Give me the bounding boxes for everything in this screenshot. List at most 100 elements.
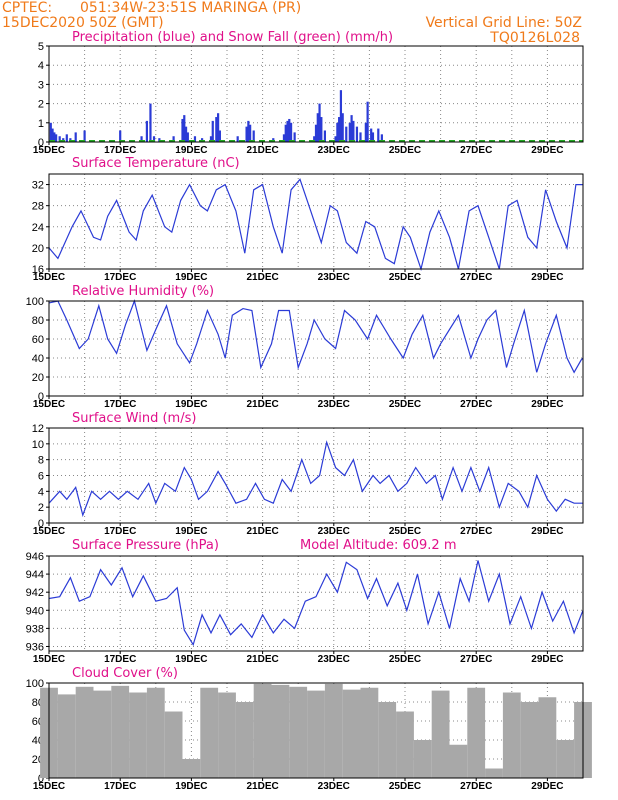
wind-ytick-label: 0 <box>38 518 44 530</box>
wind-xtick-label: 21DEC <box>246 526 278 537</box>
precip-bar <box>218 130 221 142</box>
precip-bar <box>364 122 367 142</box>
precip-bar <box>380 134 383 142</box>
wind-ytick-label: 6 <box>38 471 44 483</box>
cloud-bar <box>93 690 112 778</box>
cloud-bar <box>431 690 450 778</box>
pres-ytick-label: 942 <box>26 587 44 599</box>
panel-temp: 16 20 24 28 32 15DEC 17DEC 19DEC 21DEC 23DEC 25DEC… <box>32 156 584 283</box>
precip-bar <box>65 134 68 142</box>
precip-ytick-label: 1 <box>38 118 44 130</box>
pres-xtick-label: 29DEC <box>531 654 563 665</box>
precip-bar <box>339 90 343 142</box>
pres-xtick-label: 19DEC <box>175 654 207 665</box>
wind-ytick-label: 12 <box>32 423 44 435</box>
precip-bar <box>236 136 239 142</box>
cloud-frame <box>48 682 584 779</box>
rh-ytick-label: 100 <box>26 296 44 308</box>
temp-ytick-label: 20 <box>32 243 44 255</box>
cloud-ytick-label: 100 <box>26 678 44 690</box>
wind-frame <box>48 427 584 524</box>
wind-xtick-label: 29DEC <box>531 526 563 537</box>
cloud-xtick-label: 15DEC <box>33 781 65 792</box>
cloud-bar <box>235 702 254 778</box>
precip-title: Precipitation (blue) and Snow Fall (gree… <box>72 30 393 45</box>
precip-xtick-label: 25DEC <box>389 145 421 156</box>
cloud-xtick-label: 25DEC <box>389 781 421 792</box>
precip-bar <box>247 120 250 142</box>
precip-bar <box>193 136 197 142</box>
precip-bar <box>345 126 348 142</box>
temp-xtick-label: 23DEC <box>318 272 350 283</box>
rh-xtick-label: 19DEC <box>175 399 207 410</box>
panel-precip: 0 1 2 3 4 5 15DEC 17DEC 19DEC 21DEC 23DEC 25DEC 27DE… <box>33 30 584 156</box>
cloud-bar <box>520 702 539 778</box>
precip-bar <box>55 134 58 142</box>
pres-xtick-label: 21DEC <box>246 654 278 665</box>
wind-ytick-label: 8 <box>38 455 44 467</box>
precip-bar <box>355 126 359 142</box>
cloud-xtick-label: 23DEC <box>318 781 350 792</box>
rh-ytick-label: 60 <box>32 334 44 346</box>
rh-xtick-label: 15DEC <box>33 399 65 410</box>
precip-bar <box>370 128 373 142</box>
precip-bar <box>140 136 143 142</box>
cloud-bar <box>467 687 486 778</box>
cloud-bar <box>449 744 468 778</box>
precip-bar <box>51 128 54 142</box>
precip-bar <box>211 120 214 142</box>
header-source: CPTEC: <box>2 0 52 16</box>
rh-ytick-label: 80 <box>32 315 44 327</box>
wind-title: Surface Wind (m/s) <box>72 411 196 426</box>
rh-series-line <box>48 298 584 374</box>
header-date: 15DEC2020 50Z (GMT) <box>2 15 164 31</box>
precip-bar <box>249 124 252 142</box>
cloud-bar <box>129 692 147 778</box>
pres-ytick-label: 936 <box>26 641 44 653</box>
cloud-bar <box>57 694 76 778</box>
precip-ytick-label: 3 <box>38 79 44 91</box>
precip-frame <box>48 45 584 143</box>
pres-ytick-label: 940 <box>26 605 44 617</box>
wind-xtick-label: 15DEC <box>33 526 65 537</box>
precip-ytick-label: 0 <box>38 137 44 149</box>
precip-bar <box>215 117 218 142</box>
cloud-xtick-label: 27DEC <box>460 781 492 792</box>
temp-ytick-label: 32 <box>32 180 44 192</box>
precip-bar <box>286 120 289 142</box>
precip-bar <box>53 132 56 142</box>
precip-bar <box>74 132 77 142</box>
precip-bar <box>288 118 291 142</box>
precip-bar <box>186 132 189 142</box>
wind-xtick-label: 17DEC <box>104 526 136 537</box>
cloud-xtick-label: 17DEC <box>104 781 136 792</box>
rh-xtick-label: 17DEC <box>104 399 136 410</box>
precip-bar <box>49 122 52 142</box>
wind-xtick-label: 25DEC <box>389 526 421 537</box>
precip-bar <box>314 124 318 142</box>
pres-ytick-label: 946 <box>26 551 44 563</box>
precip-bar <box>366 101 369 142</box>
precip-xtick-label: 15DEC <box>33 145 65 156</box>
precip-bar <box>352 120 355 142</box>
precip-bar <box>338 117 341 142</box>
rh-xtick-label: 29DEC <box>531 399 563 410</box>
pres-ytick-label: 938 <box>26 623 44 635</box>
cloud-bar <box>307 690 325 778</box>
precip-bar <box>313 136 316 142</box>
cloud-bar <box>200 687 219 778</box>
cloud-bar <box>324 683 343 778</box>
temp-xtick-label: 27DEC <box>460 272 492 283</box>
precip-xtick-label: 27DEC <box>460 145 492 156</box>
header-grid-note: Vertical Grid Line: 50Z <box>426 15 582 31</box>
temp-xtick-label: 25DEC <box>389 272 421 283</box>
rh-ytick-label: 20 <box>32 372 44 384</box>
panel-pres: 936 938 940 942 944 946 15DEC 17DEC 19DEC 21DEC 23… <box>26 538 584 665</box>
cloud-bar <box>502 692 521 778</box>
precip-bar <box>316 113 319 142</box>
wind-xtick-label: 19DEC <box>175 526 207 537</box>
cloud-bar <box>538 697 557 778</box>
header-location: 051:34W-23:51S MARINGA (PR) <box>80 0 301 16</box>
